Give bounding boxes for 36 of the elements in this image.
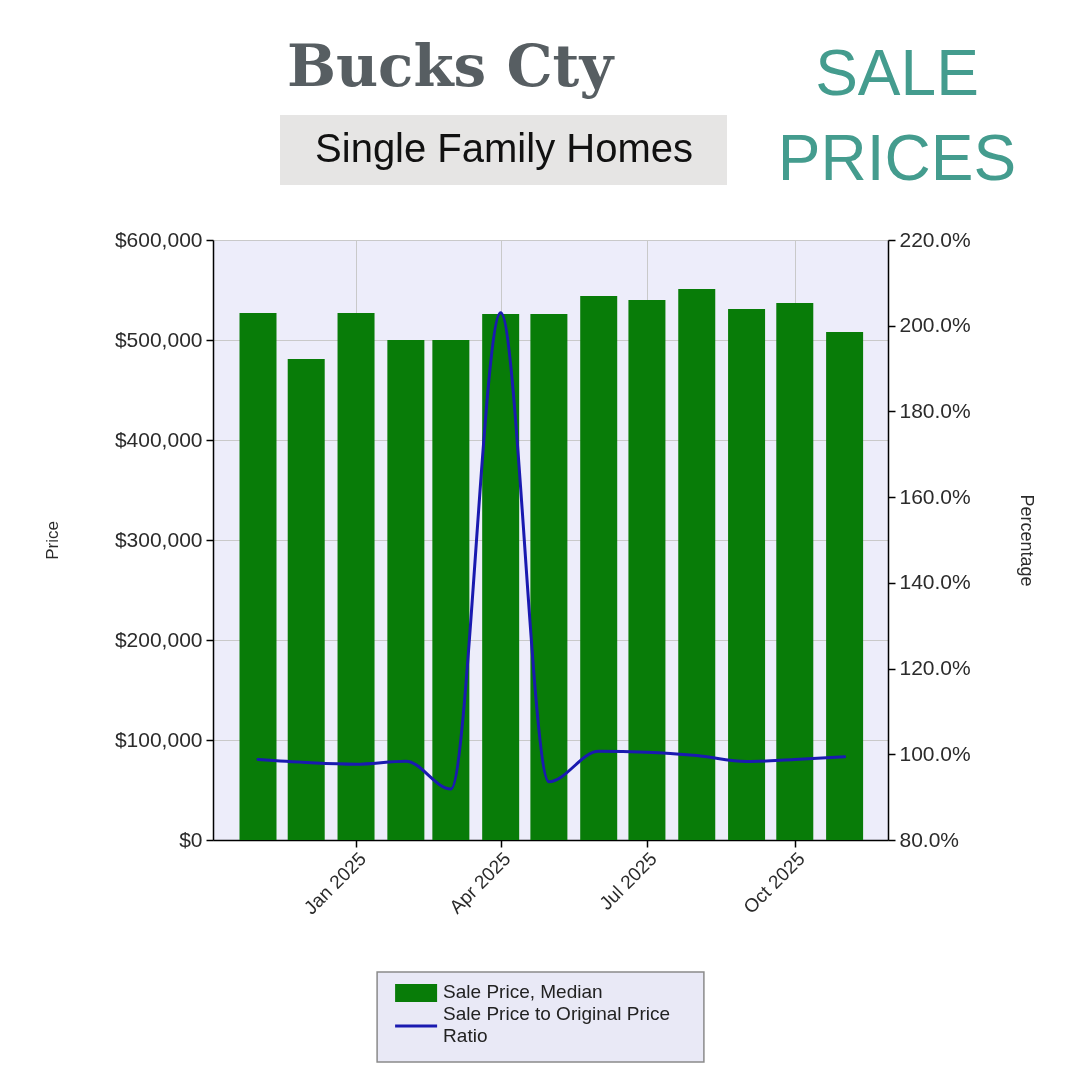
bar [628,300,666,840]
y2-tick-label: 220.0% [899,227,971,251]
y2-tick-label: 80.0% [899,827,960,851]
y-axis-title: Price [42,521,62,560]
y2-tick-label: 120.0% [899,656,971,680]
y2-axis-title: Percentage [1016,494,1037,587]
bar [678,289,716,840]
bar [287,359,325,840]
y-tick-label: $200,000 [114,627,203,651]
y2-tick-label: 200.0% [899,313,971,337]
text: SALE PRICES [777,37,1017,194]
bar [530,314,568,840]
y2-tick-label: 160.0% [899,484,971,508]
bar [728,309,766,840]
bar [432,340,470,840]
y-tick-label: $400,000 [114,427,203,451]
y-tick-label: $300,000 [114,527,203,551]
legend-label: Sale Price to Original Price Ratio [443,1003,671,1046]
y-tick-label: $100,000 [114,727,203,751]
chart-title: Bucks Cty [286,32,616,100]
bar [337,313,375,840]
bar [580,296,618,840]
bar [387,340,425,840]
y-tick-label: $600,000 [114,227,203,251]
y-tick-label: $500,000 [114,327,203,351]
y2-tick-label: 180.0% [899,398,971,422]
y2-tick-label: 140.0% [899,570,971,594]
bar [826,332,864,840]
y-tick-label: $0 [179,827,203,851]
y2-tick-label: 100.0% [899,741,971,765]
line-series [256,311,847,791]
bar [239,313,277,840]
bar [482,314,520,840]
legend-label: Sale Price, Median [443,981,603,1002]
bar [776,303,814,840]
chart-subtitle: Single Family Homes [315,126,693,170]
